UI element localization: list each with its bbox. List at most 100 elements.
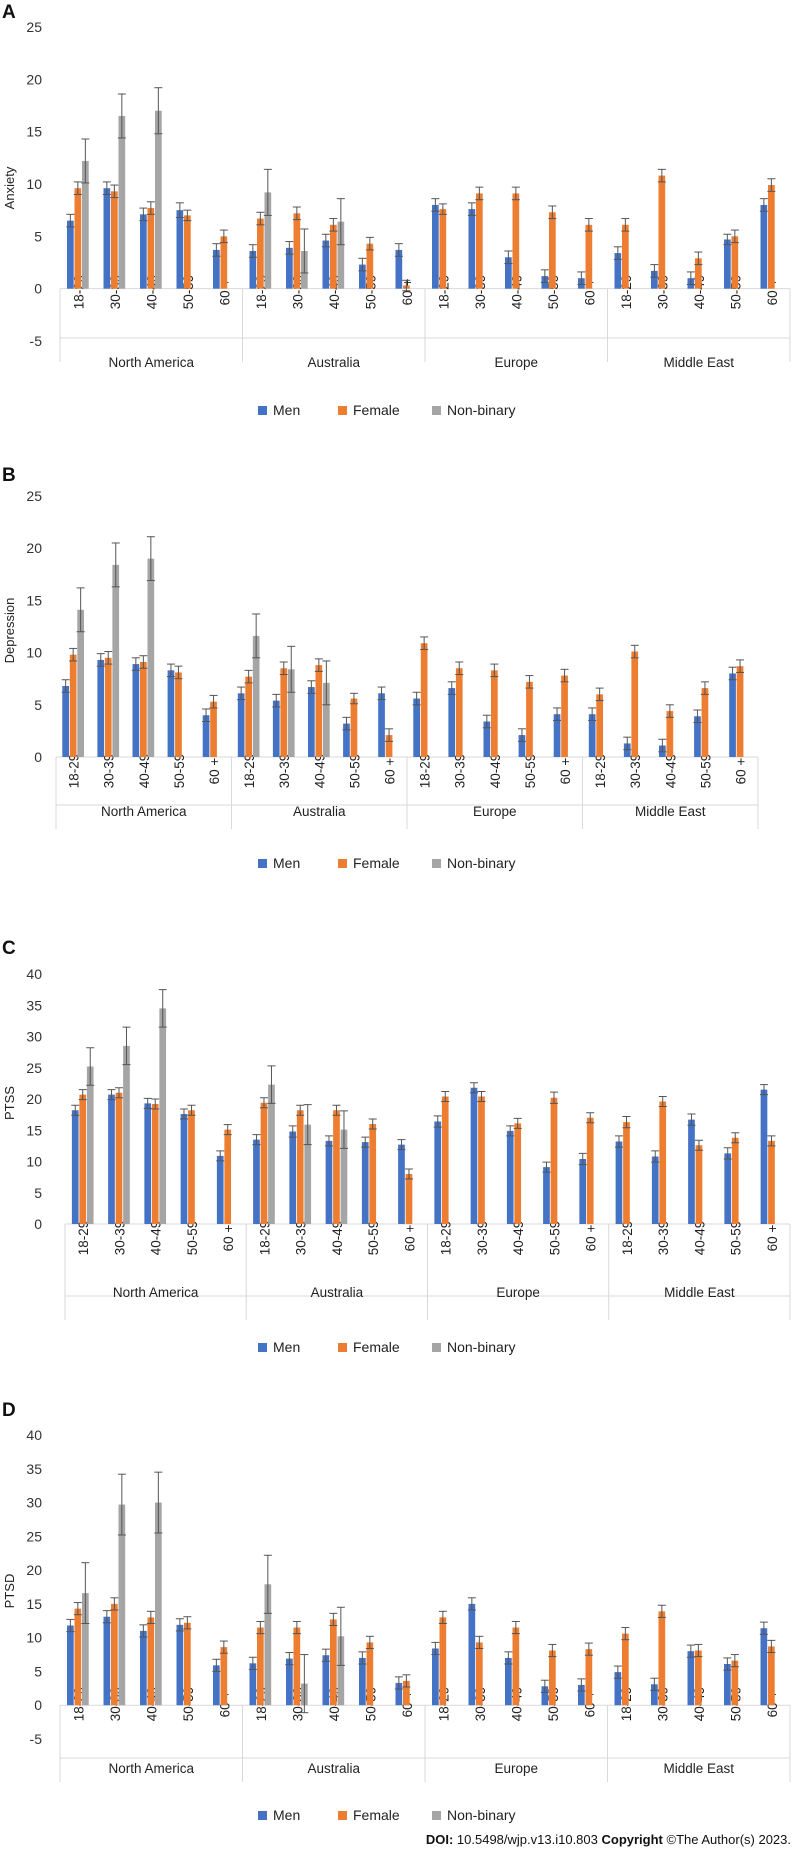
pa-bar-female: [330, 224, 337, 289]
pc-bar-female: [768, 1140, 775, 1224]
pd-bar-female: [330, 1619, 337, 1706]
pc-bar-men: [760, 1089, 768, 1224]
pc-bar-female: [514, 1123, 522, 1224]
pb-bar-female: [666, 711, 674, 757]
pc-bar-men: [434, 1121, 442, 1224]
pb-category-label: 50-59: [347, 754, 362, 789]
pb-ytick-label: 20: [26, 540, 42, 556]
pa-bar-men: [176, 210, 184, 289]
pc-bar-men: [108, 1094, 115, 1224]
pa-ylabel: Anxiety: [2, 166, 17, 209]
pc-bar-men: [615, 1141, 623, 1224]
pd-legend-swatch: [258, 1811, 267, 1820]
pd-bar-female: [293, 1627, 301, 1706]
pd-bar-female: [585, 1649, 593, 1706]
pc-bar-men: [71, 1110, 79, 1224]
copyright-label: Copyright: [601, 1832, 663, 1847]
pd-bar-men: [432, 1648, 439, 1706]
pd-bar-men: [687, 1651, 695, 1706]
pc-bar-men: [253, 1139, 260, 1224]
pc-bar-female: [296, 1110, 304, 1224]
pc-bar-men: [398, 1144, 405, 1224]
pa-ytick-label: 20: [26, 71, 42, 87]
pd-ytick-label: 20: [26, 1562, 42, 1578]
pa-bar-female: [512, 193, 520, 289]
pc-category-label: 30-39: [475, 1221, 490, 1256]
pc-bar-female: [405, 1174, 413, 1224]
pb-category-label: 50-59: [172, 754, 187, 789]
pa-legend-swatch: [338, 406, 347, 415]
pb-bar-men: [483, 721, 491, 757]
pb-bar-female: [596, 694, 603, 757]
pd-bar-female: [147, 1617, 155, 1706]
pd-bar-female: [768, 1646, 775, 1706]
pa-bar-female: [549, 212, 556, 289]
pd-legend-swatch: [432, 1811, 441, 1820]
pa-ytick-label: 0: [34, 281, 42, 297]
pc-bar-female: [151, 1104, 159, 1224]
pd-bar-female: [622, 1633, 629, 1706]
pa-bar-nonbinary: [82, 160, 89, 289]
pa-legend-label: Female: [353, 402, 400, 418]
pa-legend-label: Men: [273, 402, 300, 418]
pc-bar-female: [79, 1094, 87, 1224]
pa-bar-men: [395, 249, 403, 289]
pb-bar-men: [308, 687, 315, 757]
pb-bar-men: [237, 693, 245, 757]
pd-bar-female: [695, 1650, 702, 1706]
pa-panel-letter: A: [2, 2, 16, 23]
pb-bar-female: [631, 651, 639, 757]
pc-bar-men: [579, 1159, 587, 1224]
pa-bar-men: [286, 247, 293, 289]
pc-bar-men: [506, 1130, 514, 1224]
pb-bar-female: [210, 701, 217, 757]
pa-bar-female: [147, 208, 155, 289]
pd-ytick-label: 10: [26, 1630, 42, 1646]
pa-bar-female: [476, 193, 483, 289]
pc-bar-nonbinary: [340, 1129, 348, 1224]
pc-category-label: 30-39: [294, 1221, 309, 1256]
pd-ytick-label: 5: [34, 1663, 42, 1679]
pd-bar-men: [468, 1603, 476, 1706]
pd-bar-female: [74, 1608, 82, 1706]
pb-category-label: 60 +: [207, 758, 222, 785]
pd-bar-men: [505, 1657, 512, 1706]
pb-bar-nonbinary: [287, 669, 295, 757]
pb-bar-men: [518, 735, 526, 757]
pb-bar-female: [420, 643, 428, 757]
pd-bar-men: [541, 1686, 549, 1706]
pb-category-label: 60 +: [382, 758, 397, 785]
pb-bar-female: [350, 698, 358, 757]
pb-bar-men: [272, 700, 280, 757]
pd-bar-men: [103, 1616, 111, 1706]
pa-bar-nonbinary: [264, 192, 272, 289]
pc-bar-men: [325, 1140, 333, 1224]
pc-group-label: Australia: [311, 1285, 364, 1300]
pd-bar-female: [549, 1650, 556, 1706]
pa-legend-swatch: [432, 406, 441, 415]
pc-bar-female: [441, 1096, 449, 1224]
pc-category-label: 40-49: [692, 1221, 707, 1256]
pb-bar-nonbinary: [112, 564, 120, 757]
pb-bar-female: [104, 657, 112, 757]
pb-category-label: 18-29: [418, 754, 433, 789]
pa-bar-men: [322, 240, 330, 289]
pb-bar-female: [491, 670, 498, 757]
pd-bar-female: [366, 1642, 374, 1706]
pb-bar-men: [132, 664, 140, 757]
pc-category-label: 18-29: [257, 1221, 272, 1256]
pc-category-label: 18-29: [76, 1221, 91, 1256]
pb-category-label: 18-29: [67, 754, 82, 789]
pb-bar-female: [280, 668, 288, 757]
pa-bar-men: [468, 209, 476, 289]
pb-bar-men: [553, 714, 561, 757]
pc-bar-female: [115, 1092, 123, 1224]
pa-bar-female: [585, 224, 593, 289]
pc-group-label: North America: [113, 1285, 199, 1300]
pb-legend-label: Female: [353, 855, 400, 871]
pb-bar-nonbinary: [147, 558, 155, 757]
pd-bar-men: [614, 1672, 622, 1706]
pc-category-label: 60 +: [765, 1225, 780, 1252]
pc-category-label: 50-59: [729, 1221, 744, 1256]
pc-legend-label: Men: [273, 1339, 300, 1355]
